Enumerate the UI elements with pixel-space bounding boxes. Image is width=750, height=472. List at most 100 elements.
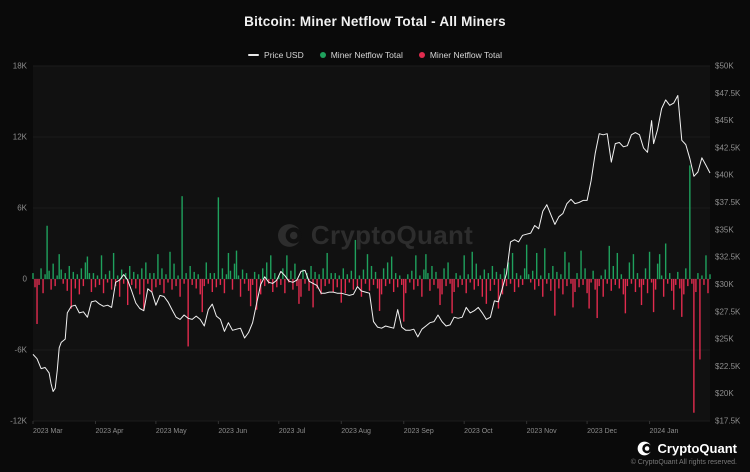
netflow-bar[interactable] (612, 265, 614, 279)
netflow-bar[interactable] (334, 273, 336, 279)
netflow-bar[interactable] (384, 279, 387, 287)
netflow-bar[interactable] (290, 270, 292, 279)
netflow-bar[interactable] (78, 279, 81, 295)
netflow-bar[interactable] (455, 273, 457, 279)
netflow-bar[interactable] (318, 274, 320, 279)
netflow-bar[interactable] (531, 270, 534, 279)
netflow-bar[interactable] (580, 250, 582, 279)
netflow-bar[interactable] (342, 268, 344, 279)
netflow-bar[interactable] (235, 250, 238, 279)
netflow-bar[interactable] (401, 279, 403, 285)
netflow-bar[interactable] (328, 279, 330, 284)
netflow-bar[interactable] (187, 279, 189, 347)
netflow-bar[interactable] (570, 279, 572, 284)
netflow-bar[interactable] (640, 279, 643, 306)
netflow-bar[interactable] (461, 279, 463, 285)
netflow-bar[interactable] (622, 279, 625, 295)
netflow-bar[interactable] (74, 279, 77, 289)
legend-item-netflow-positive[interactable]: Miner Netflow Total (319, 50, 403, 60)
netflow-bar[interactable] (346, 274, 349, 279)
netflow-bar[interactable] (147, 279, 149, 284)
netflow-bar[interactable] (143, 279, 145, 310)
netflow-bar[interactable] (666, 279, 669, 284)
netflow-bar[interactable] (370, 265, 373, 279)
netflow-bar[interactable] (86, 256, 89, 279)
netflow-bar[interactable] (84, 262, 87, 279)
netflow-bar[interactable] (167, 279, 169, 283)
netflow-bar[interactable] (171, 279, 173, 290)
netflow-bar[interactable] (449, 279, 451, 284)
netflow-bar[interactable] (546, 279, 548, 284)
netflow-bar[interactable] (296, 279, 298, 287)
netflow-bar[interactable] (602, 279, 604, 297)
netflow-bar[interactable] (221, 268, 224, 279)
netflow-bar[interactable] (550, 279, 552, 291)
netflow-bar[interactable] (82, 279, 85, 287)
netflow-bar[interactable] (568, 262, 570, 279)
netflow-bar[interactable] (427, 273, 429, 279)
netflow-bar[interactable] (181, 196, 183, 279)
netflow-bar[interactable] (94, 279, 97, 288)
netflow-bar[interactable] (433, 279, 435, 285)
netflow-bar[interactable] (574, 279, 576, 293)
netflow-bar[interactable] (425, 254, 427, 279)
netflow-bar[interactable] (689, 165, 691, 279)
netflow-bar[interactable] (324, 279, 326, 287)
netflow-bar[interactable] (139, 279, 141, 295)
netflow-bar[interactable] (632, 254, 635, 279)
netflow-bar[interactable] (618, 279, 621, 289)
netflow-bar[interactable] (106, 279, 109, 283)
netflow-bar[interactable] (225, 274, 228, 279)
netflow-bar[interactable] (687, 279, 689, 287)
netflow-bar[interactable] (681, 279, 683, 317)
netflow-bar[interactable] (364, 279, 367, 284)
netflow-bar[interactable] (72, 271, 74, 279)
netflow-bar[interactable] (679, 279, 681, 289)
netflow-bar[interactable] (102, 279, 105, 294)
netflow-bar[interactable] (66, 279, 68, 291)
netflow-bar[interactable] (44, 274, 46, 279)
netflow-bar[interactable] (529, 279, 532, 283)
netflow-bar[interactable] (505, 279, 508, 287)
netflow-bar[interactable] (683, 279, 685, 295)
netflow-bar[interactable] (116, 275, 119, 279)
netflow-bar[interactable] (179, 279, 181, 297)
netflow-bar[interactable] (562, 279, 564, 295)
netflow-bar[interactable] (606, 279, 608, 284)
netflow-bar[interactable] (135, 279, 137, 289)
netflow-bar[interactable] (443, 268, 445, 279)
netflow-bar[interactable] (610, 279, 612, 291)
netflow-bar[interactable] (376, 279, 379, 289)
netflow-bar[interactable] (435, 271, 437, 279)
netflow-bar[interactable] (276, 279, 278, 288)
netflow-bar[interactable] (445, 279, 447, 287)
netflow-bar[interactable] (590, 279, 592, 283)
netflow-bar[interactable] (654, 279, 657, 290)
netflow-bar[interactable] (548, 273, 550, 279)
netflow-bar[interactable] (344, 279, 347, 294)
netflow-bar[interactable] (707, 279, 709, 294)
netflow-bar[interactable] (396, 279, 399, 288)
netflow-bar[interactable] (592, 270, 594, 279)
netflow-bar[interactable] (477, 279, 479, 287)
netflow-bar[interactable] (479, 275, 481, 279)
netflow-bar[interactable] (231, 279, 234, 290)
netflow-bar[interactable] (241, 269, 244, 279)
netflow-bar[interactable] (98, 279, 101, 285)
netflow-bar[interactable] (693, 279, 695, 413)
netflow-bar[interactable] (272, 279, 274, 293)
netflow-bar[interactable] (646, 279, 649, 294)
netflow-bar[interactable] (701, 275, 703, 279)
netflow-bar[interactable] (489, 279, 492, 291)
netflow-bar[interactable] (96, 275, 99, 279)
netflow-bar[interactable] (656, 263, 659, 279)
netflow-bar[interactable] (671, 279, 673, 291)
netflow-bar[interactable] (124, 273, 127, 279)
netflow-bar[interactable] (362, 269, 365, 279)
netflow-bar[interactable] (669, 273, 671, 279)
netflow-bar[interactable] (409, 279, 411, 283)
netflow-bar[interactable] (626, 279, 629, 287)
netflow-bar[interactable] (411, 270, 413, 279)
netflow-bar[interactable] (217, 197, 220, 279)
netflow-bar[interactable] (475, 263, 477, 279)
